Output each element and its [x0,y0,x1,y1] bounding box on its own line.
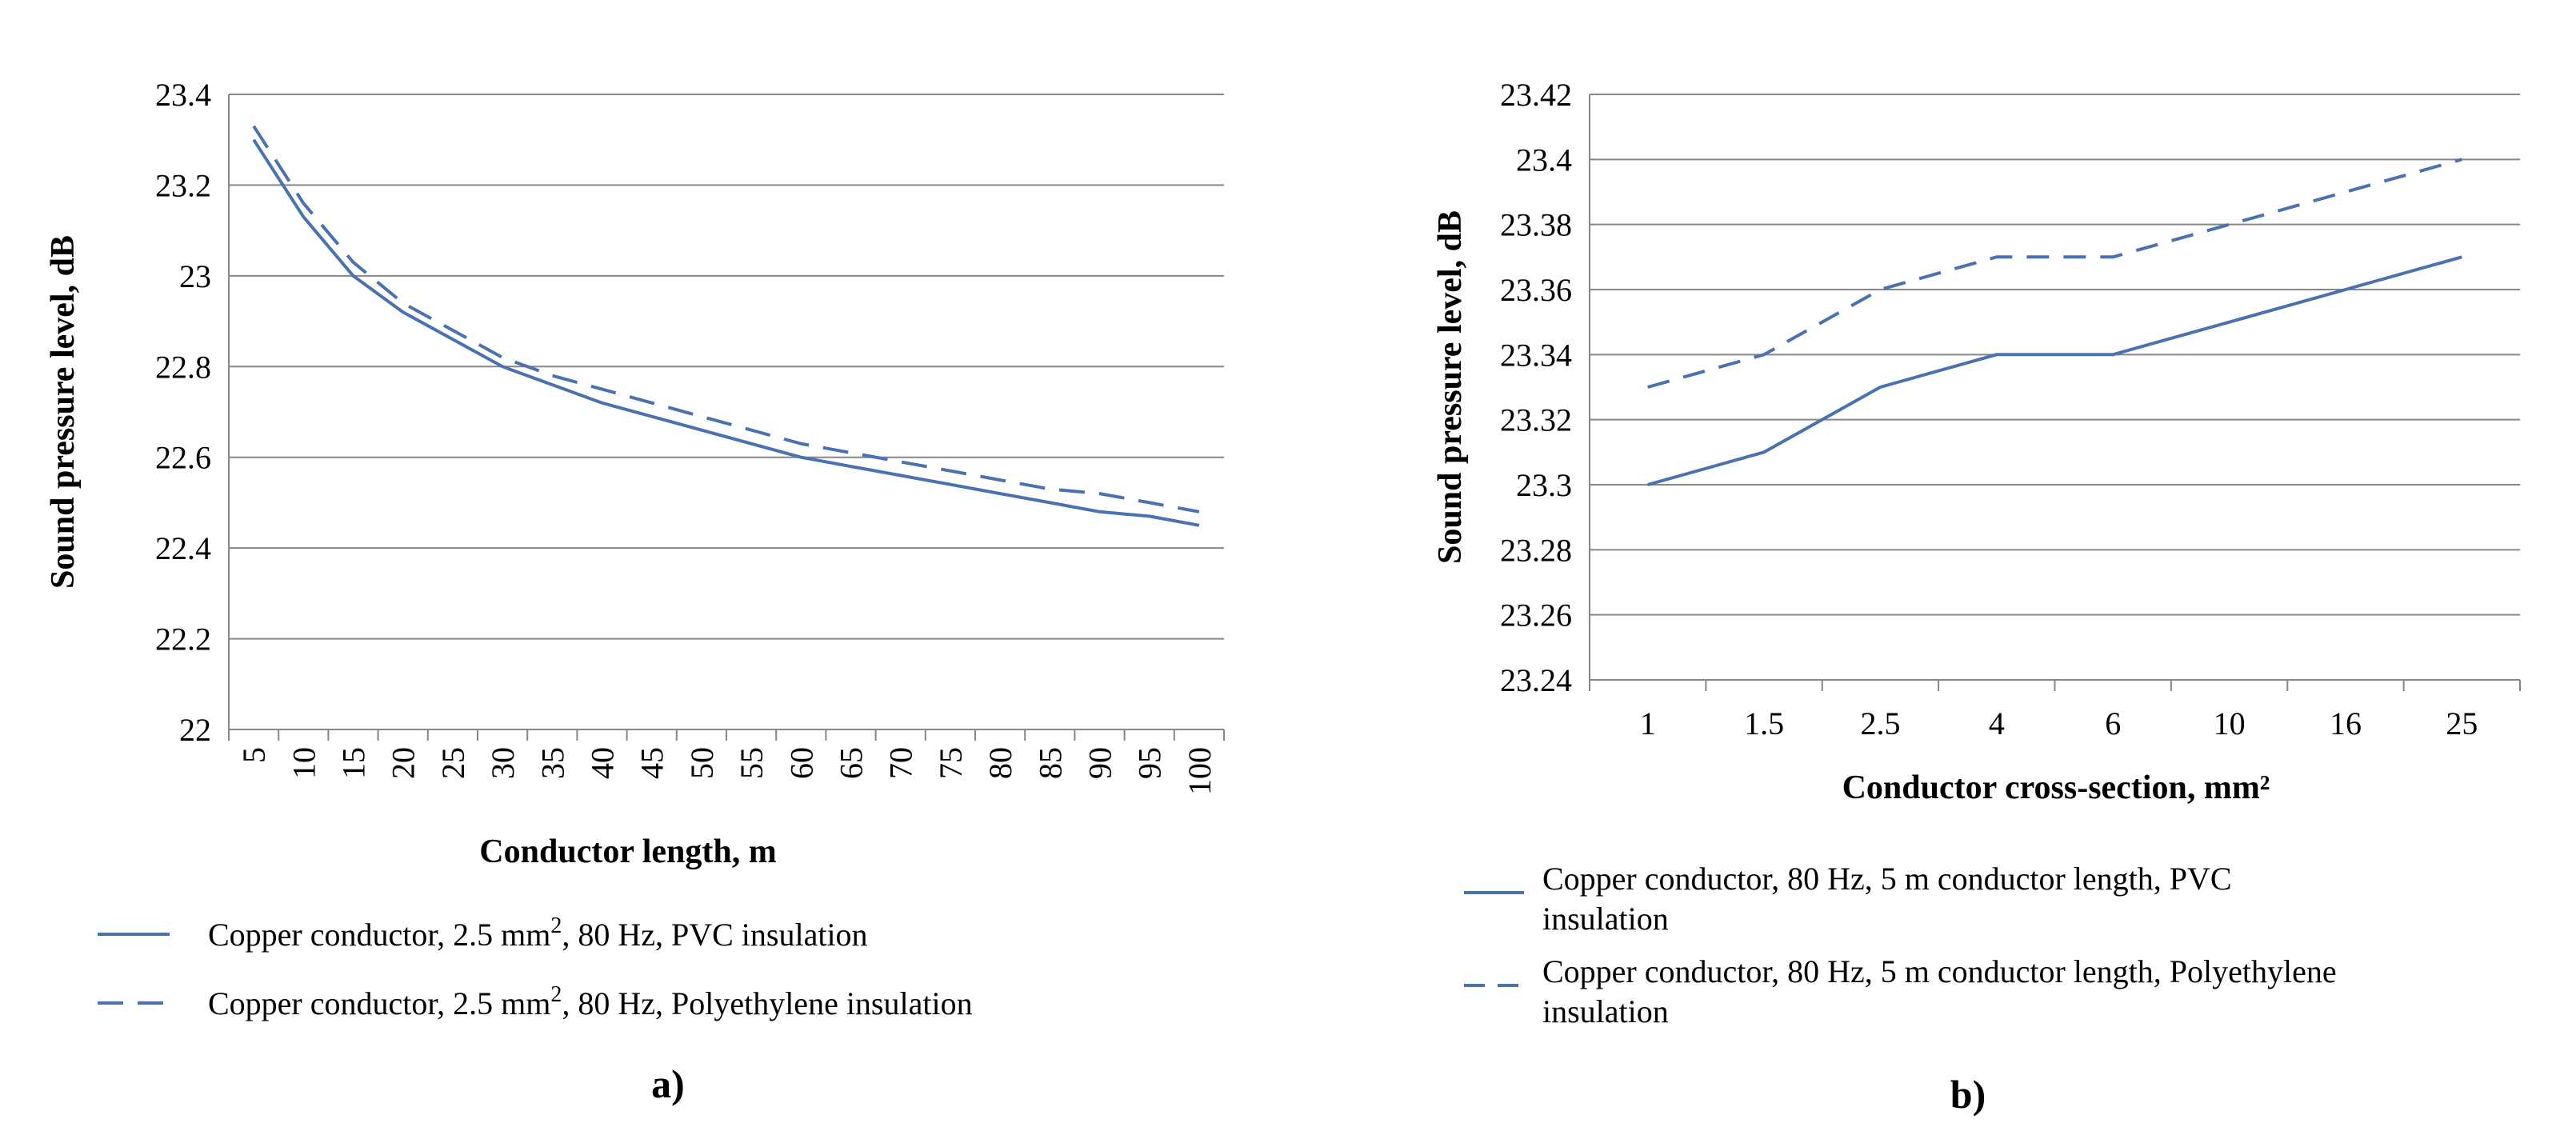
chart-b-x-tick-label: 16 [2330,705,2362,741]
chart-a-x-tick-label: 85 [1032,747,1068,779]
chart-a-panel-label: a) [651,1061,685,1106]
chart-a-x-tick-label: 20 [386,747,422,779]
chart-a-series-line-2 [252,125,1200,514]
chart-a-y-tick-label: 22 [179,712,211,748]
chart-a-y-tick-label: 22.8 [155,349,211,385]
chart-b-panel-label: b) [1950,1072,1986,1117]
chart-a-x-tick-label: 10 [286,747,322,779]
chart-b-series-line-2 [1647,158,2462,389]
chart-a-x-tick-label: 100 [1182,747,1218,795]
chart-b-legend-label-2-line-2: insulation [1542,993,1669,1029]
chart-b-x-tick-label: 1.5 [1744,705,1784,741]
chart-b-x-tick-label: 4 [1989,705,2005,741]
legend-text-part: , 80 Hz, Polyethylene insulation [562,985,972,1021]
chart-a-x-tick-label: 40 [585,747,621,779]
chart-b-y-tick-label: 23.24 [1500,662,1572,698]
chart-b-y-tick-label: 23.36 [1500,272,1572,308]
chart-a-y-tick-label: 23.4 [155,77,211,113]
chart-a-x-tick-label: 80 [982,747,1018,779]
legend-text-part: , 80 Hz, PVC insulation [562,917,867,953]
chart-b-legend-label-1-line-2: insulation [1542,901,1669,937]
chart-b-y-tick-label: 23.38 [1500,207,1572,243]
chart-a-x-tick-label: 95 [1132,747,1168,779]
chart-b-y-tick-label: 23.3 [1516,467,1572,503]
chart-b-y-tick-label: 23.26 [1500,597,1572,633]
chart-b-x-tick-label: 1 [1640,705,1656,741]
chart-a-x-tick-label: 35 [534,747,570,779]
chart-a-y-tick-label: 22.6 [155,440,211,476]
chart-a-x-tick-label: 70 [883,747,919,779]
chart-a-y-tick-label: 23.2 [155,167,211,203]
legend-superscript: 2 [550,913,562,938]
chart-a-y-tick-label: 22.4 [155,530,211,566]
chart-a-x-tick-label: 15 [336,747,372,779]
chart-a-x-tick-label: 75 [933,747,969,779]
chart-b-y-tick-label: 23.42 [1500,77,1572,113]
chart-a-y-tick-label: 22.2 [155,621,211,657]
chart-a-x-axis-title: Conductor length, m [479,833,776,870]
chart-b-y-tick-label: 23.4 [1516,142,1572,178]
chart-b-x-tick-label: 25 [2446,705,2478,741]
chart-b-legend-label-1-line-1: Copper conductor, 80 Hz, 5 m conductor l… [1542,861,2232,897]
chart-a-x-tick-label: 5 [236,747,272,763]
chart-a-x-tick-label: 55 [734,747,770,779]
chart-b-legend-label-2-line-1: Copper conductor, 80 Hz, 5 m conductor l… [1542,953,2337,989]
chart-a-x-tick-label: 50 [684,747,720,779]
chart-a-x-tick-label: 60 [783,747,819,779]
chart-a-x-tick-label: 30 [485,747,521,779]
chart-a-x-tick-label: 65 [834,747,870,779]
chart-b-y-tick-label: 23.28 [1500,532,1572,568]
chart-a-series-line-1 [252,138,1200,527]
chart-a-legend-label-2: Copper conductor, 2.5 mm2, 80 Hz, Polyet… [208,982,973,1021]
chart-b-y-tick-label: 23.32 [1500,402,1572,438]
chart-b-y-axis-title: Sound pressure level, dB [1432,210,1469,564]
chart-a-legend-label-1: Copper conductor, 2.5 mm2, 80 Hz, PVC in… [208,913,868,953]
chart-a-y-axis-title: Sound pressure level, dB [45,235,82,589]
legend-superscript: 2 [550,982,562,1007]
chart-b-x-tick-label: 2.5 [1860,705,1900,741]
chart-b-x-tick-label: 6 [2105,705,2121,741]
chart-b-series-line-1 [1647,255,2462,486]
chart-a-x-tick-label: 90 [1082,747,1118,779]
chart-b-x-tick-label: 10 [2214,705,2246,741]
chart-a-y-tick-label: 23 [179,258,211,294]
legend-text-part: Copper conductor, 2.5 mm [208,917,550,953]
chart-b-x-axis-title: Conductor cross-section, mm² [1842,769,2270,806]
legend-text-part: Copper conductor, 2.5 mm [208,985,550,1021]
chart-a-x-tick-label: 25 [435,747,471,779]
chart-b-y-tick-label: 23.34 [1500,337,1572,373]
chart-a-x-tick-label: 45 [634,747,670,779]
